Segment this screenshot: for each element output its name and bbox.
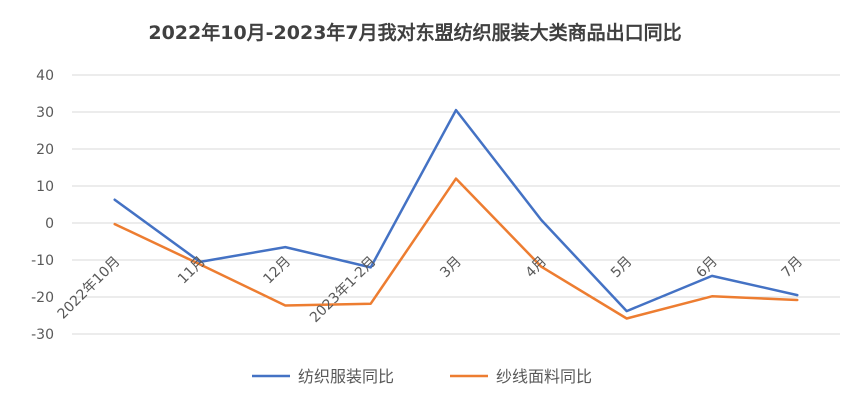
y-tick-label: -10 (31, 253, 54, 269)
x-tick-label: 2022年10月 (55, 254, 124, 323)
x-tick-label: 11月 (175, 254, 209, 288)
y-axis-ticks: -30 -20 -10 0 10 20 30 40 (31, 68, 54, 343)
x-tick-label: 12月 (260, 254, 294, 288)
y-tick-label: -20 (31, 290, 54, 306)
y-tick-label: 20 (36, 142, 54, 158)
chart-title: 2022年10月-2023年7月我对东盟纺织服装大类商品出口同比 (148, 22, 682, 44)
y-tick-label: 0 (45, 216, 54, 232)
legend-label: 纱线面料同比 (496, 367, 592, 386)
legend-label: 纺织服装同比 (298, 367, 394, 386)
x-tick-label: 4月 (523, 254, 551, 282)
x-tick-label: 5月 (608, 254, 636, 282)
gridlines (72, 74, 840, 335)
legend: 纺织服装同比 纱线面料同比 (252, 367, 592, 386)
y-tick-label: 10 (36, 179, 54, 195)
x-tick-label: 7月 (779, 254, 807, 282)
x-tick-label: 3月 (437, 254, 465, 282)
y-tick-label: -30 (31, 327, 54, 343)
x-axis-ticks: 2022年10月 11月 12月 2023年1-2月 3月 4月 5月 6月 7月 (55, 254, 807, 326)
y-tick-label: 40 (36, 68, 54, 84)
series-lines (113, 108, 799, 320)
y-tick-label: 30 (36, 105, 54, 121)
series-line-1 (113, 177, 799, 320)
series-line-0 (113, 108, 799, 313)
x-tick-label: 2023年1-2月 (307, 254, 379, 326)
